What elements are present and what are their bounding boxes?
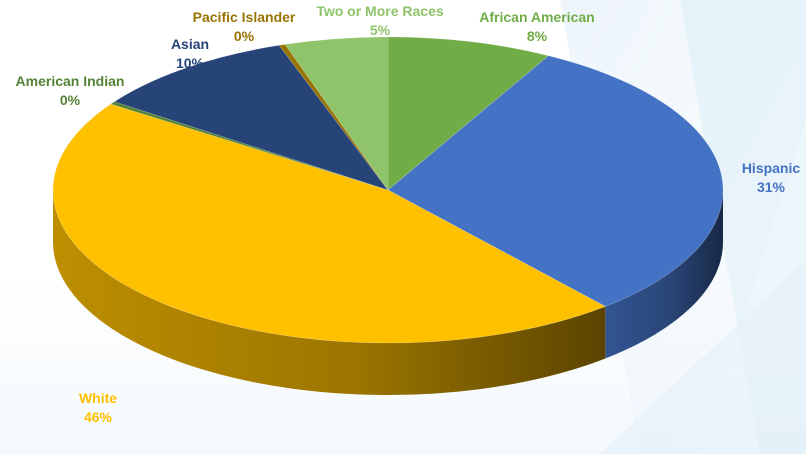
slice-label-name: Asian <box>171 36 209 52</box>
slice-label-percent: 0% <box>60 92 81 108</box>
slice-label-percent: 8% <box>527 28 548 44</box>
pie-side-shade-hispanic <box>605 190 723 359</box>
pie-slice-african-american <box>387 36 550 191</box>
slice-label-name: White <box>79 390 117 406</box>
pie-labels: African American 8% Hispanic 31% White 46% Ame… <box>16 3 801 425</box>
pie-slice-pacific-islander <box>278 44 389 191</box>
slice-label-name: African American <box>479 9 594 25</box>
slice-label-percent: 5% <box>370 22 391 38</box>
slice-label-name: Two or More Races <box>316 3 444 19</box>
pie-slice-two-or-more-races <box>284 36 389 191</box>
slice-label-asian: Asian 10% <box>171 36 209 71</box>
slice-label-name: American Indian <box>16 73 125 89</box>
slice-label-name: Hispanic <box>742 160 801 176</box>
pie-slice-asian <box>113 44 389 191</box>
pie-side-shade-white <box>53 190 606 395</box>
slice-label-percent: 0% <box>234 28 255 44</box>
pie-slice-white <box>52 103 607 344</box>
slice-label-hispanic: Hispanic 31% <box>742 160 801 195</box>
pie-slice-hispanic <box>387 55 724 307</box>
slice-label-percent: 31% <box>757 179 786 195</box>
slice-label-percent: 46% <box>84 409 113 425</box>
slice-label-pacific-islander: Pacific Islander 0% <box>193 9 296 44</box>
slice-label-white: White 46% <box>79 390 117 425</box>
pie-slice-american-indian <box>110 101 389 191</box>
slice-label-african-american: African American 8% <box>479 9 594 44</box>
slice-label-american-indian: American Indian 0% <box>16 73 125 108</box>
slice-label-two-or-more-races: Two or More Races 5% <box>316 3 444 38</box>
pie-sides <box>53 190 723 395</box>
pie-tops <box>52 36 724 344</box>
slice-label-name: Pacific Islander <box>193 9 296 25</box>
slice-label-percent: 10% <box>176 55 205 71</box>
